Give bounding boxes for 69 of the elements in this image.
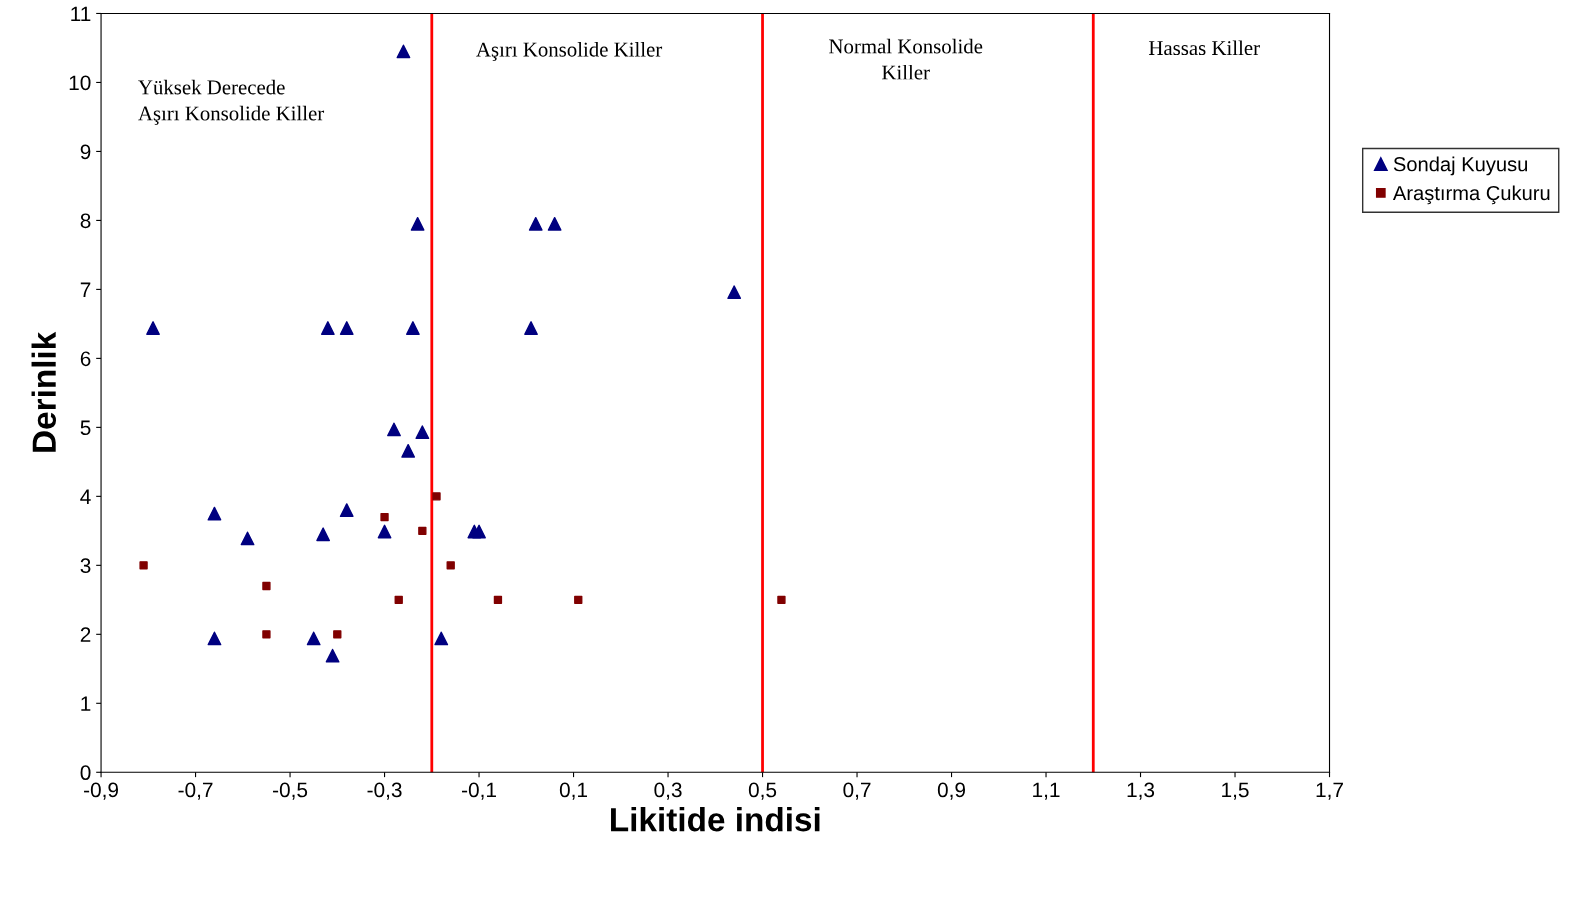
point (387, 422, 401, 437)
y-tick-label: 9 (80, 144, 91, 160)
y-axis-title: Derinlik (31, 331, 57, 452)
point (394, 595, 403, 604)
point (325, 648, 340, 663)
legend-label: Sondaj Kuyusu (1393, 156, 1528, 176)
annotation: Yüksek Derecede Aşırı Konsolide Killer (138, 79, 325, 125)
x-tick-label: -0,5 (273, 782, 308, 800)
y-tick-label: 4 (80, 489, 91, 504)
point (207, 506, 222, 521)
y-tick-label: 7 (80, 282, 91, 297)
point (528, 216, 543, 231)
x-tick-label: -0,9 (84, 782, 119, 800)
point (524, 321, 538, 335)
point (380, 512, 389, 522)
point (415, 425, 430, 440)
point (339, 321, 354, 335)
x-tick-label: -0,1 (462, 782, 496, 800)
point (207, 631, 222, 646)
x-tick-label: 0,9 (937, 782, 966, 800)
point (777, 595, 786, 604)
x-tick-label: 0,7 (843, 782, 871, 800)
y-tick-label: 6 (80, 351, 91, 367)
point (262, 630, 271, 639)
point (432, 492, 441, 501)
x-tick-label: 1,7 (1316, 782, 1343, 800)
y-tick-label: 11 (71, 6, 91, 22)
point (434, 631, 449, 646)
x-tick-label: 0,5 (748, 782, 777, 800)
point (240, 531, 255, 546)
x-tick-label: 0,3 (654, 782, 682, 800)
y-tick-label: 1 (81, 696, 91, 711)
y-tick-label: 3 (80, 558, 91, 574)
y-tick-label: 8 (80, 213, 91, 229)
point (727, 285, 742, 300)
point (446, 561, 455, 570)
point (574, 595, 583, 604)
point (320, 321, 335, 335)
point (146, 321, 160, 335)
y-tick-label: 0 (80, 765, 91, 781)
y-tick-label: 5 (80, 420, 91, 436)
point (401, 443, 416, 458)
y-tick-label: 10 (69, 75, 91, 91)
point (547, 216, 562, 231)
point (410, 216, 425, 231)
x-tick-label: 1,3 (1127, 782, 1155, 800)
point (472, 524, 486, 539)
point (405, 321, 420, 335)
legend-label: Araştırma Çukuru (1392, 185, 1550, 205)
point (139, 561, 148, 570)
point (377, 524, 392, 539)
point (262, 581, 271, 591)
x-tick-label: -0,7 (178, 782, 213, 800)
point (339, 503, 354, 518)
x-tick-label: 0,1 (559, 782, 588, 800)
point (396, 44, 411, 59)
y-tick-label: 2 (80, 627, 91, 642)
point (316, 527, 331, 542)
point (306, 631, 321, 646)
x-tick-label: 1,1 (1033, 782, 1060, 800)
x-axis-title: Likitide indisi (611, 806, 820, 832)
annotation: Hassas Killer (1148, 40, 1260, 56)
x-tick-label: 1,5 (1222, 782, 1249, 800)
point (418, 526, 427, 536)
annotation: Aşırı Konsolide Killer (476, 41, 663, 61)
annotation: Normal Konsolide Killer (829, 38, 983, 80)
point (333, 630, 342, 639)
x-tick-label: -0,3 (367, 782, 402, 800)
point (493, 595, 503, 604)
